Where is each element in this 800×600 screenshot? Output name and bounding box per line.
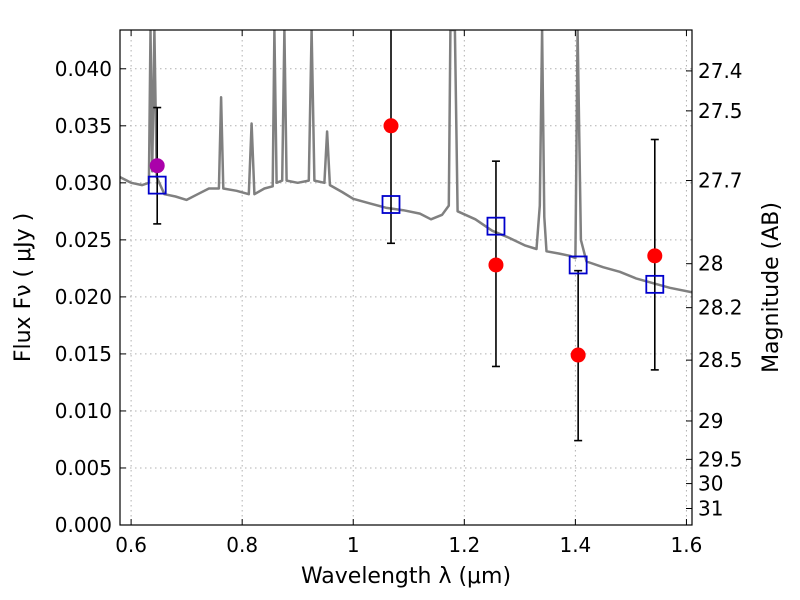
model-flux-square — [147, 175, 167, 195]
magnitude-tick-label: 31 — [698, 497, 723, 521]
magnitude-axis-label: Magnitude (AB) — [759, 202, 784, 373]
magnitude-tick-label: 27.5 — [698, 99, 743, 123]
y-tick-label: 0.025 — [55, 228, 112, 252]
magnitude-tick-label: 30 — [698, 472, 723, 496]
marker-layer — [147, 118, 665, 363]
observed-flux-point — [383, 118, 399, 134]
observed-flux-point — [570, 347, 586, 363]
magnitude-tick-label: 28 — [698, 252, 723, 276]
model-flux-square — [381, 195, 401, 214]
y-tick-label: 0.020 — [55, 285, 112, 309]
y-tick-label: 0.040 — [55, 57, 112, 81]
spectrum-layer — [120, 30, 692, 294]
model-flux-square — [645, 274, 665, 294]
magnitude-tick-label: 29.5 — [698, 447, 743, 471]
y-tick-label: 0.005 — [55, 456, 112, 480]
y-tick-label: 0.000 — [55, 513, 112, 537]
y-tick-label: 0.015 — [55, 342, 112, 366]
magnitude-tick-label: 29 — [698, 409, 723, 433]
observed-flux-point — [488, 257, 504, 273]
x-tick-label: 1.4 — [559, 533, 591, 557]
plot-frame — [119, 29, 693, 526]
x-tick-label: 1.6 — [671, 533, 703, 557]
x-tick-label: 1.2 — [448, 533, 480, 557]
y-tick-label: 0.035 — [55, 114, 112, 138]
ticks-layer: 0.6 0.8 1 1.2 1.4 1.6 0.000 0.005 0.010 0.015 0.02… — [55, 30, 743, 557]
x-axis-label: Wavelength λ (μm) — [301, 564, 511, 589]
magnitude-tick-label: 28.2 — [698, 296, 743, 320]
y-axis-label: Flux Fν ( μJy ) — [11, 213, 36, 362]
observed-flux-point — [647, 248, 663, 264]
y-tick-label: 0.010 — [55, 399, 112, 423]
x-tick-label: 0.6 — [115, 533, 147, 557]
x-tick-label: 1 — [347, 533, 360, 557]
magnitude-tick-label: 28.5 — [698, 348, 743, 372]
grid-layer — [120, 30, 692, 526]
template-spectrum-line — [120, 30, 692, 294]
magnitude-tick-label: 27.7 — [698, 169, 743, 193]
errorbar-layer — [153, 30, 659, 442]
y-tick-label: 0.030 — [55, 171, 112, 195]
magnitude-tick-label: 27.4 — [698, 59, 743, 83]
model-flux-square — [568, 255, 588, 275]
model-flux-square — [486, 216, 506, 236]
observed-flux-point — [149, 158, 165, 174]
x-tick-label: 0.8 — [226, 533, 258, 557]
